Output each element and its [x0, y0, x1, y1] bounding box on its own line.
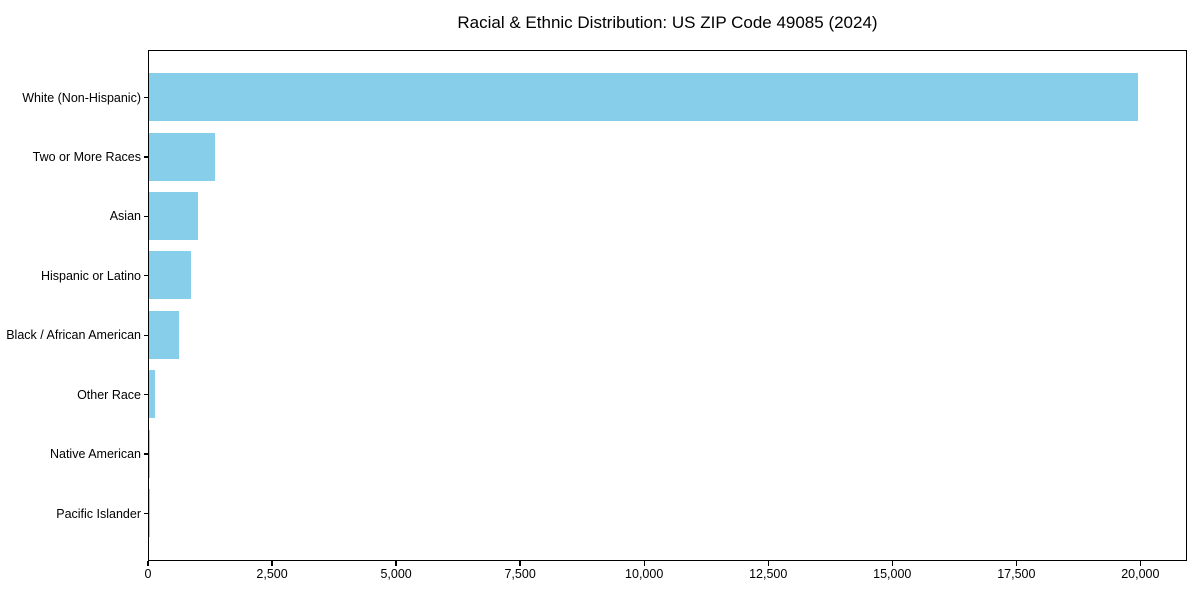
bar-hispanic-or-latino — [149, 251, 192, 300]
y-tick-mark — [143, 393, 148, 396]
x-tick-label-15-000: 15,000 — [873, 567, 912, 581]
y-tick-mark — [143, 156, 148, 158]
x-tick-mark — [767, 561, 769, 566]
x-tick-label-0: 0 — [144, 567, 152, 581]
y-tick-mark — [143, 275, 148, 277]
x-tick-mark — [1139, 561, 1141, 566]
x-tick-label-10-000: 10,000 — [625, 567, 664, 581]
x-tick-label-2-500: 2,500 — [256, 567, 288, 581]
x-tick-mark — [147, 561, 149, 566]
y-axis-label-other-race: Other Race — [77, 387, 141, 402]
x-tick-mark — [1015, 561, 1017, 566]
y-axis-label-native-american: Native American — [49, 447, 141, 462]
y-tick-mark — [143, 96, 148, 99]
x-tick-label-17-500: 17,500 — [997, 567, 1036, 581]
bar-white-non-hispanic — [149, 73, 1138, 122]
y-axis-label-hispanic-or-latino: Hispanic or Latino — [40, 268, 141, 283]
y-axis-label-pacific-islander: Pacific Islander — [56, 506, 141, 521]
plot-area — [148, 50, 1187, 561]
y-tick-mark — [143, 453, 148, 455]
x-tick-mark — [643, 561, 645, 566]
y-axis-label-black-african-american: Black / African American — [6, 328, 141, 343]
chart-title: Racial & Ethnic Distribution: US ZIP Cod… — [457, 13, 878, 32]
x-tick-label-5-000: 5,000 — [380, 567, 412, 581]
bar-other-race — [149, 370, 156, 419]
x-tick-mark — [519, 561, 521, 566]
x-tick-label-12-500: 12,500 — [749, 567, 788, 581]
y-tick-mark — [143, 334, 148, 336]
y-tick-mark — [143, 215, 148, 217]
x-tick-label-20-000: 20,000 — [1121, 567, 1160, 581]
y-axis-label-white-non-hispanic: White (Non-Hispanic) — [22, 90, 141, 105]
x-tick-mark — [891, 561, 893, 566]
bar-two-or-more-races — [149, 132, 215, 181]
y-tick-mark — [143, 512, 148, 515]
y-axis-label-two-or-more-races: Two or More Races — [32, 149, 141, 164]
x-tick-label-7-500: 7,500 — [504, 567, 536, 581]
bar-asian — [149, 192, 199, 241]
bar-native-american — [149, 429, 150, 478]
bar-black-african-american — [149, 310, 179, 359]
y-axis-label-asian: Asian — [109, 209, 141, 224]
x-tick-mark — [271, 561, 273, 566]
x-tick-mark — [395, 561, 397, 566]
